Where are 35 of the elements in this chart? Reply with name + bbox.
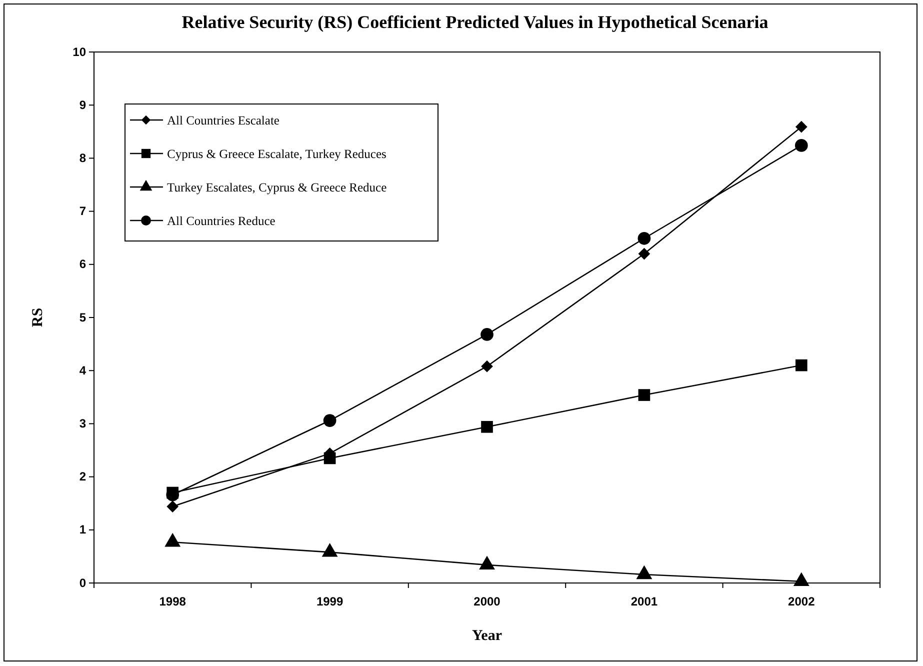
point [481, 360, 493, 372]
y-tick-label: 4 [79, 363, 86, 378]
point [638, 389, 650, 401]
x-tick-label: 2001 [630, 594, 658, 609]
y-axis-title: RS [30, 308, 46, 328]
point [638, 248, 650, 260]
point [166, 500, 179, 512]
y-tick-label: 0 [79, 576, 86, 590]
x-axis-title: Year [472, 628, 502, 644]
point [795, 120, 808, 133]
y-tick-label: 8 [79, 151, 86, 166]
point [638, 232, 651, 245]
point [323, 414, 336, 427]
legend-label: Turkey Escalates, Cyprus & Greece Reduce [167, 180, 388, 194]
legend-label: All Countries Escalate [167, 114, 280, 128]
point [166, 486, 179, 499]
x-tick-label: 1999 [316, 594, 344, 609]
legend-label: All Countries Reduce [167, 214, 276, 228]
x-tick-label: 2002 [788, 594, 816, 609]
y-tick-label: 7 [79, 204, 86, 218]
point [794, 139, 808, 152]
y-tick-label: 5 [79, 310, 86, 324]
x-tick-label: 1998 [159, 594, 186, 609]
y-tick-label: 1 [79, 522, 86, 537]
point [795, 359, 808, 372]
point [480, 328, 494, 341]
y-tick-label: 10 [72, 44, 86, 59]
x-tick-label: 2000 [474, 594, 501, 609]
y-tick-label: 6 [79, 257, 86, 272]
y-tick-label: 2 [79, 470, 86, 484]
point [481, 420, 493, 433]
chart-title: Relative Security (RS) Coefficient Predicted Values in Hypothetical Scenaria [182, 12, 768, 32]
y-tick-label: 3 [79, 416, 86, 431]
legend-label: Cyprus & Greece Escalate, Turkey Reduces [167, 147, 387, 161]
y-tick-label: 9 [79, 98, 86, 112]
